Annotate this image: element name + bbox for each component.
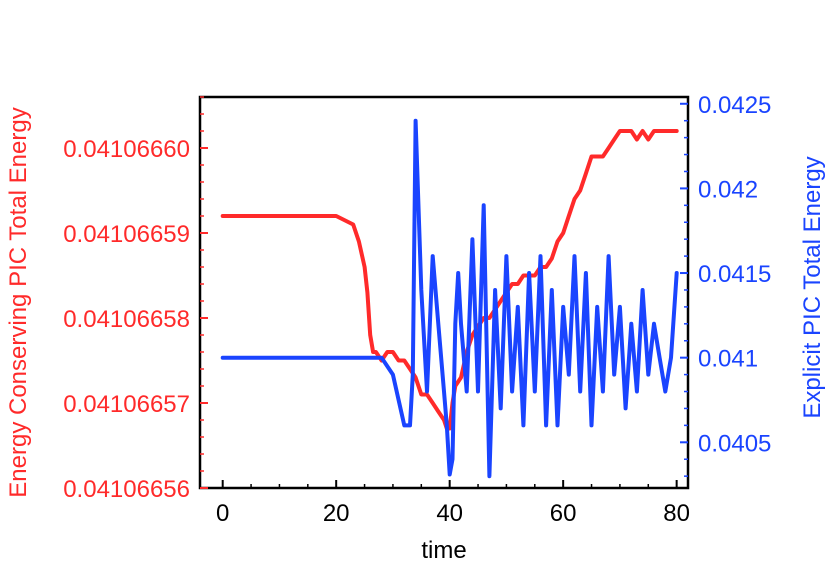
right-y-tick-label: 0.042: [698, 176, 758, 203]
right-y-tick-label: 0.0405: [698, 430, 771, 457]
right-y-tick-label: 0.0415: [698, 261, 771, 288]
explicit-series-line: [220, 118, 679, 479]
x-tick-label: 80: [663, 500, 690, 527]
right-y-axis-label: Explicit PIC Total Energy: [799, 156, 826, 418]
x-tick-label: 20: [323, 500, 350, 527]
left-y-tick-label: 0.04106660: [63, 136, 190, 163]
right-y-tick-label: 0.041: [698, 346, 758, 373]
left-y-tick-label: 0.04106658: [63, 306, 190, 333]
left-y-tick-label: 0.04106659: [63, 221, 190, 248]
left-y-axis-label: Energy Conserving PIC Total Energy: [5, 107, 32, 497]
x-axis-label: time: [421, 537, 466, 564]
labels-layer: 0 20 40 60 80 0.04106656 0.04106657 0.04106658 0…: [63, 92, 771, 527]
x-tick-label: 0: [216, 500, 229, 527]
series-layer: [220, 118, 679, 479]
plot-frame: [198, 95, 690, 490]
x-tick-label: 40: [436, 500, 463, 527]
ticks-layer: [200, 96, 688, 489]
right-y-tick-label: 0.0425: [698, 92, 771, 119]
left-y-tick-label: 0.04106656: [63, 476, 190, 503]
x-tick-label: 60: [550, 500, 577, 527]
left-y-tick-label: 0.04106657: [63, 391, 190, 418]
